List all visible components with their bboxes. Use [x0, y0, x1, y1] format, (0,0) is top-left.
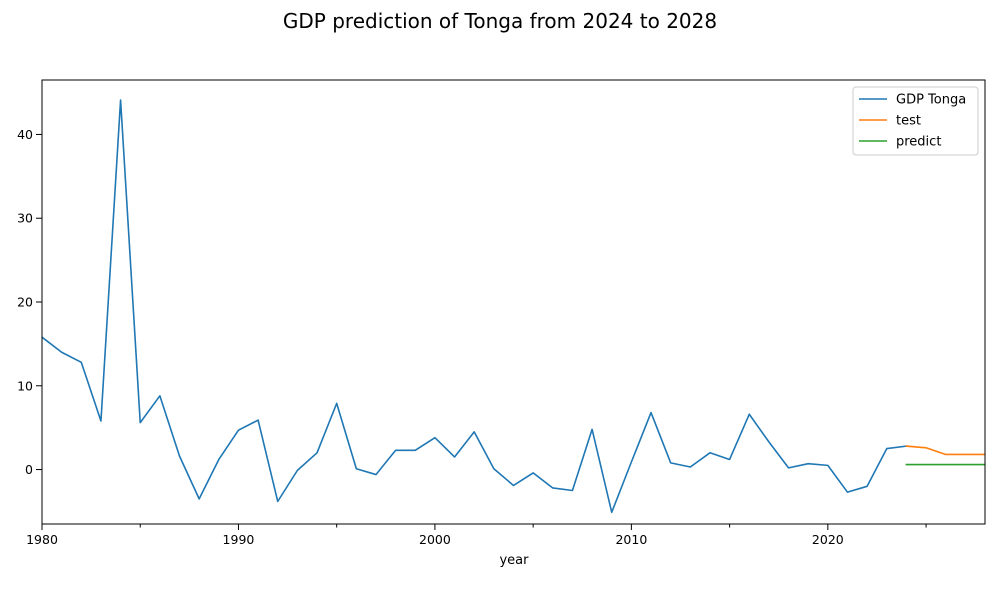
legend-label: test: [896, 114, 921, 129]
x-tick-label: 2000: [419, 532, 451, 547]
y-tick-label: 20: [17, 295, 33, 310]
x-tick-label: 2020: [812, 532, 844, 547]
x-tick-label: 1980: [26, 532, 58, 547]
legend-label: predict: [896, 135, 941, 150]
plot-area: 1980 1990 2000 2010 2020 0 10 20 30 40: [17, 79, 986, 547]
x-axis-label: year: [499, 553, 529, 568]
legend-box: [852, 86, 979, 156]
plot-frame: [41, 79, 986, 525]
legend-label: GDP Tonga: [896, 93, 966, 108]
y-tick-label: 10: [17, 378, 33, 393]
y-axis: 0 10 20 30 40: [17, 127, 42, 477]
legend: GDP Tonga test predict: [852, 86, 979, 156]
series-line-gdp-tonga: [42, 99, 908, 514]
x-tick-label: 1990: [223, 532, 255, 547]
y-tick-label: 30: [17, 211, 33, 226]
chart-title: GDP prediction of Tonga from 2024 to 202…: [283, 9, 717, 33]
legend-entries: GDP Tonga test predict: [859, 93, 966, 150]
x-axis: 1980 1990 2000 2010 2020: [26, 524, 927, 547]
x-tick-label: 2010: [615, 532, 647, 547]
y-tick-label: 40: [17, 127, 33, 142]
series-lines: [42, 99, 985, 514]
series-line-test: [905, 445, 985, 456]
y-tick-label: 0: [25, 462, 33, 477]
